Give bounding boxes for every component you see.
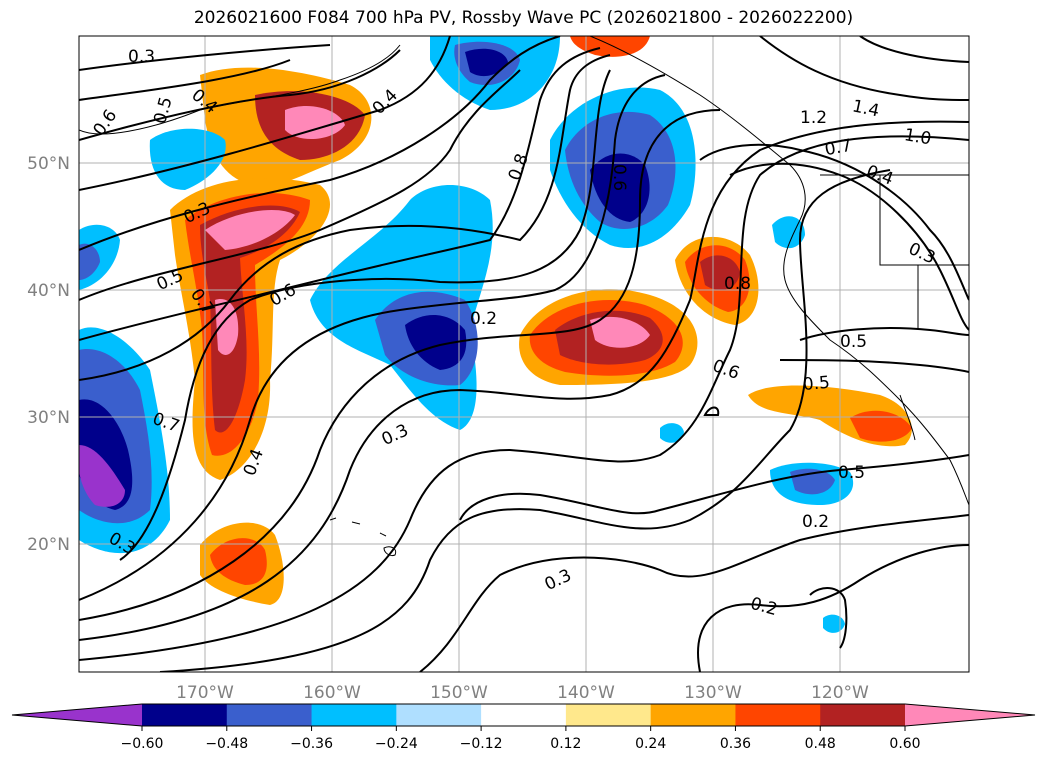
lat-label: 50°N: [27, 154, 70, 174]
map-area: 0.3 0.6 0.5 0.4 0.4 0.8 0.6 1.2 1.4 1.0 …: [79, 36, 969, 672]
contour-label: 0.7: [823, 136, 853, 160]
colorbar-tick-label: −0.48: [205, 736, 248, 752]
contour-label: 0.8: [724, 274, 751, 294]
colorbar-bin: [820, 704, 906, 726]
colorbar-bin: [311, 704, 397, 726]
pv-blob-nw-ridge-max: [285, 105, 345, 140]
colorbar-tick-label: 0.60: [889, 736, 920, 752]
colorbar: −0.60 −0.48 −0.36 −0.24 −0.12 0.12 0.24 0.36 0.4…: [11, 703, 1036, 752]
contour-label: 1.0: [903, 125, 933, 149]
colorbar-tick-label: −0.24: [375, 736, 418, 752]
colorbar-tick-label: 0.12: [550, 736, 581, 752]
colorbar-extend-max: [905, 704, 1035, 726]
colorbar-bin: [142, 704, 228, 726]
lon-label: 170°W: [176, 683, 234, 703]
contour-label: 0.3: [128, 47, 155, 67]
colorbar-tick-label: 0.24: [635, 736, 666, 752]
colorbar-extend-min: [12, 704, 142, 726]
chart-title: 2026021600 F084 700 hPa PV, Rossby Wave …: [193, 8, 854, 28]
contour-label: 0.6: [609, 164, 629, 191]
colorbar-tick-label: −0.60: [121, 736, 164, 752]
pv-neg-small-a: [660, 423, 684, 443]
pv-neg-gulf-core: [590, 153, 650, 222]
pv-neg-far-west-top-core: [79, 243, 100, 280]
pv-blob-southeast-core: [850, 410, 912, 442]
contour-label: 0.2: [802, 512, 829, 532]
pv-fill-layer: [79, 36, 912, 633]
lat-label: 20°N: [27, 535, 70, 555]
lat-label: 30°N: [27, 408, 70, 428]
colorbar-tick-label: −0.12: [460, 736, 503, 752]
colorbar-tick-label: 0.36: [720, 736, 751, 752]
lon-label: 130°W: [684, 683, 742, 703]
pv-neg-west-max: [79, 445, 125, 507]
pv-blob-coastal-max: [700, 255, 740, 291]
colorbar-tick-label: 0.48: [805, 736, 836, 752]
pv-blob-south-core: [210, 538, 267, 585]
colorbar-bin: [565, 704, 652, 726]
coastlines: [79, 36, 969, 556]
latitude-labels: 50°N 40°N 30°N 20°N: [27, 154, 70, 555]
colorbar-bin: [650, 704, 736, 726]
contour-label: 0.5: [840, 332, 867, 352]
contour-label: 0.5: [802, 373, 831, 395]
lon-label: 140°W: [557, 683, 615, 703]
pv-neg-north-max: [465, 48, 508, 77]
pv-neg-mid-max: [405, 314, 467, 370]
contour-label: 0.2: [470, 309, 497, 329]
lat-label: 40°N: [27, 281, 70, 301]
lon-label: 120°W: [811, 683, 869, 703]
colorbar-tick-label: −0.36: [290, 736, 333, 752]
colorbar-bin: [226, 704, 313, 726]
contour-label: 1.2: [800, 108, 827, 128]
colorbar-bin: [396, 704, 482, 726]
lon-label: 150°W: [430, 683, 488, 703]
pv-neg-coast-small: [772, 216, 805, 249]
lon-label: 160°W: [303, 683, 361, 703]
pv-neg-aleutian: [149, 128, 226, 190]
pv-blob-central-max: [590, 316, 650, 348]
contour-lines: [79, 36, 969, 672]
longitude-labels: 170°W 160°W 150°W 140°W 130°W 120°W: [176, 683, 869, 703]
colorbar-bin: [481, 704, 567, 726]
contour-label: 0.5: [838, 463, 865, 483]
map-frame: [78, 35, 970, 673]
pv-blob-west-trough-core: [200, 205, 300, 433]
colorbar-bin: [735, 704, 821, 726]
